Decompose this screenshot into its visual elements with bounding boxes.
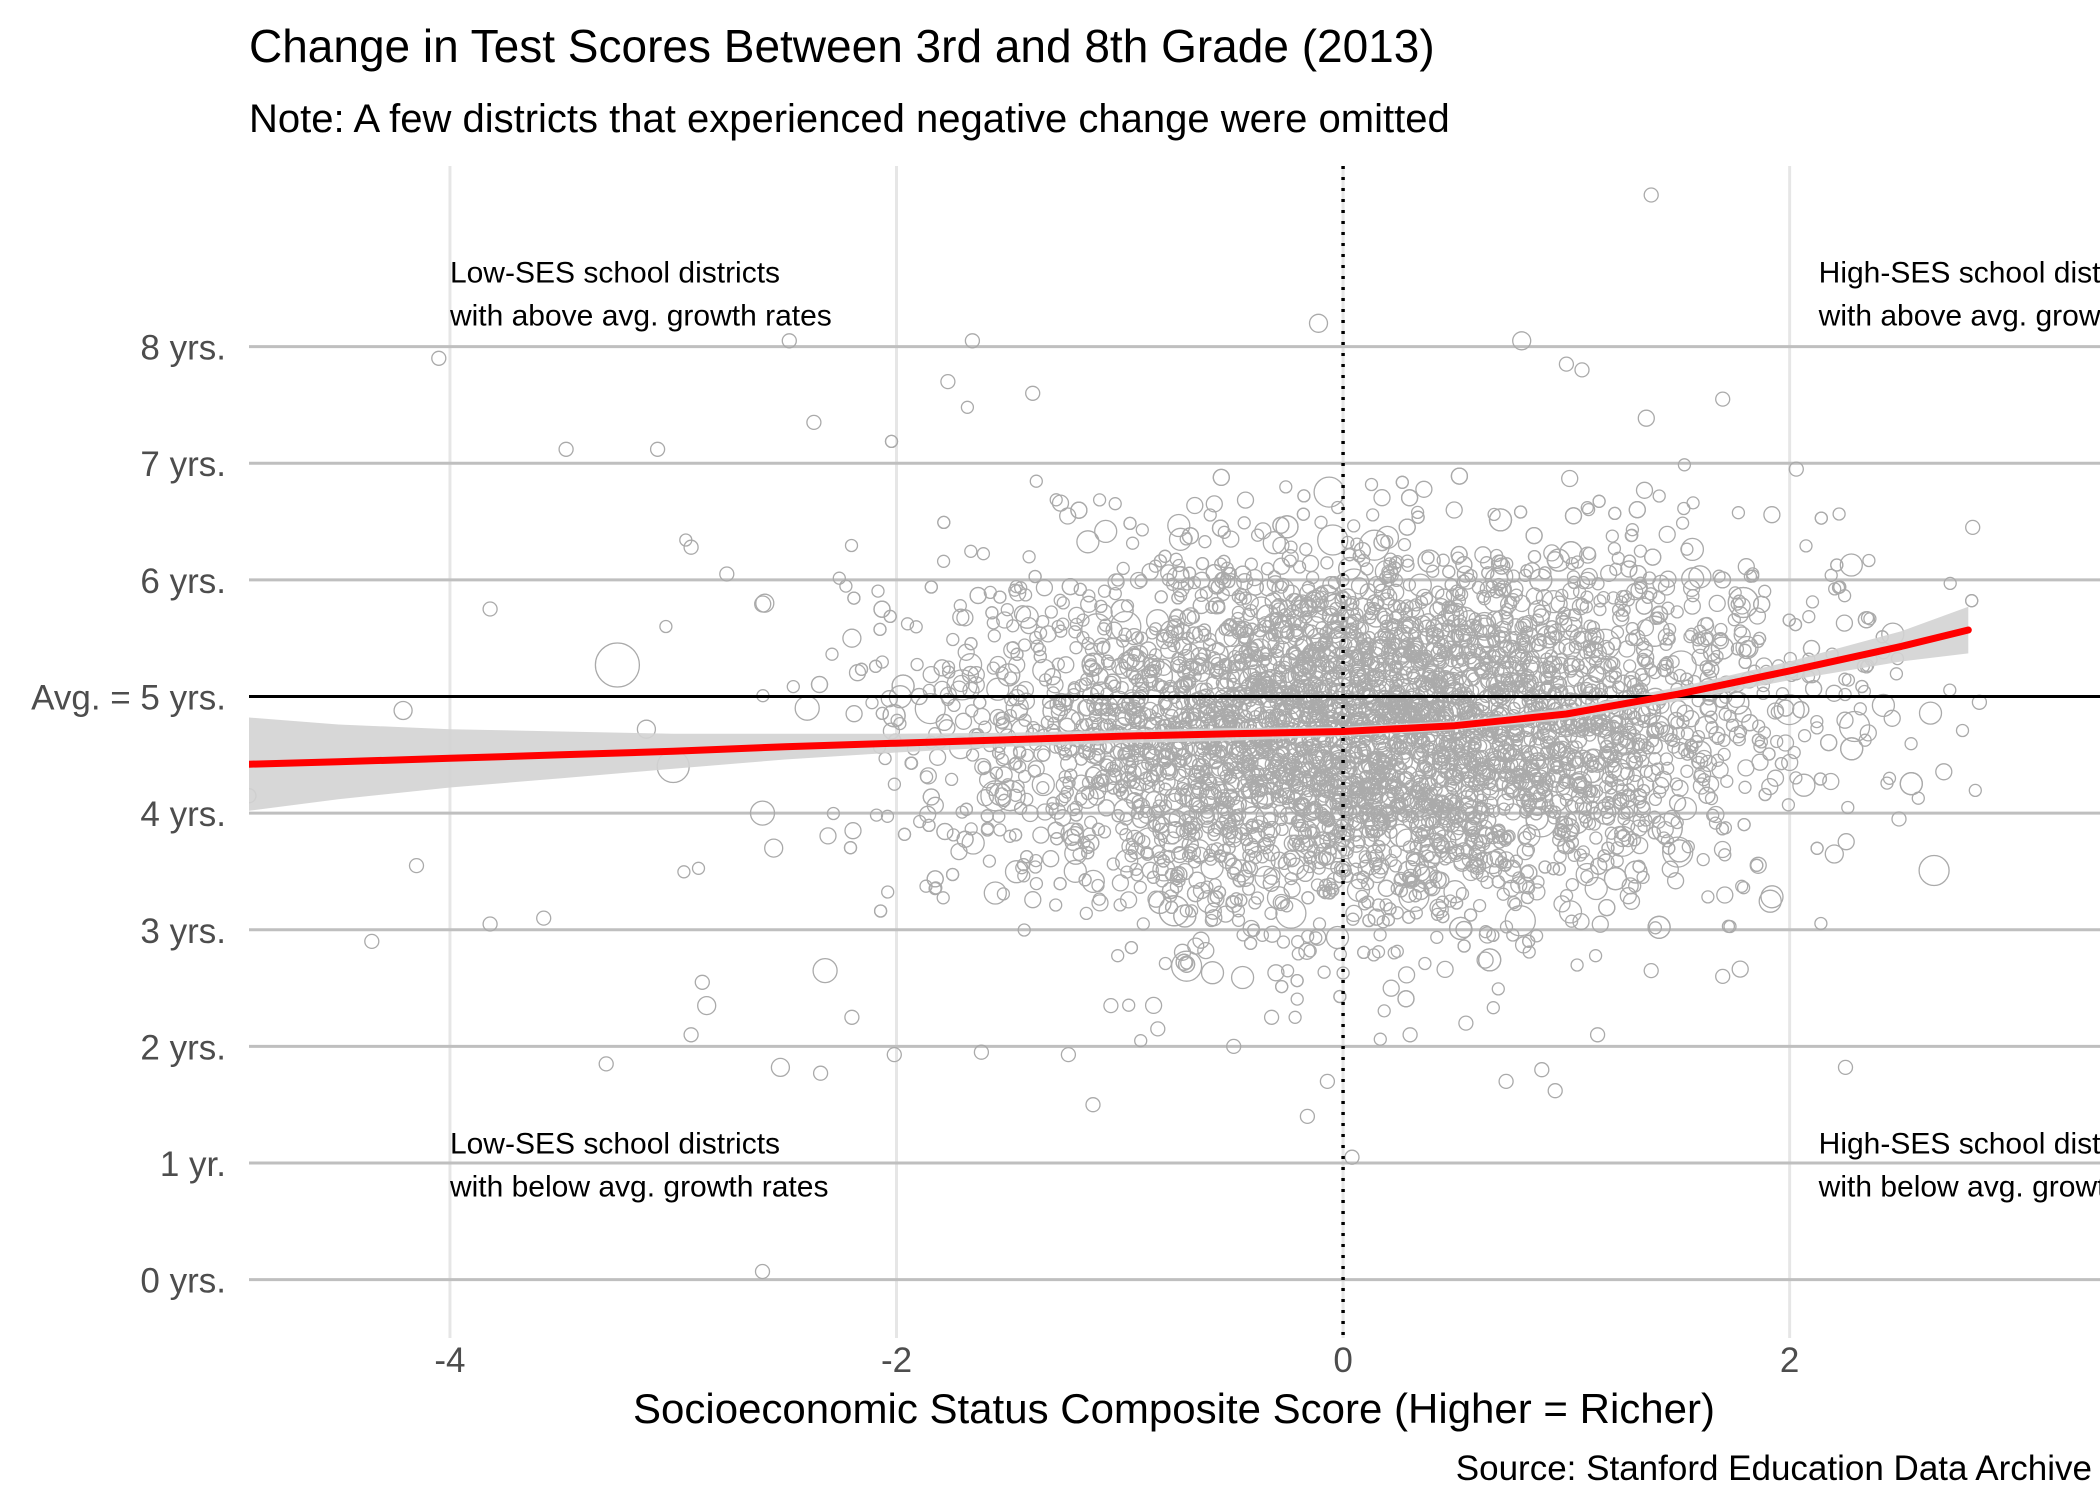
chart-title: Change in Test Scores Between 3rd and 8t… (249, 20, 1435, 72)
chart-subtitle: Note: A few districts that experienced n… (249, 97, 1450, 141)
